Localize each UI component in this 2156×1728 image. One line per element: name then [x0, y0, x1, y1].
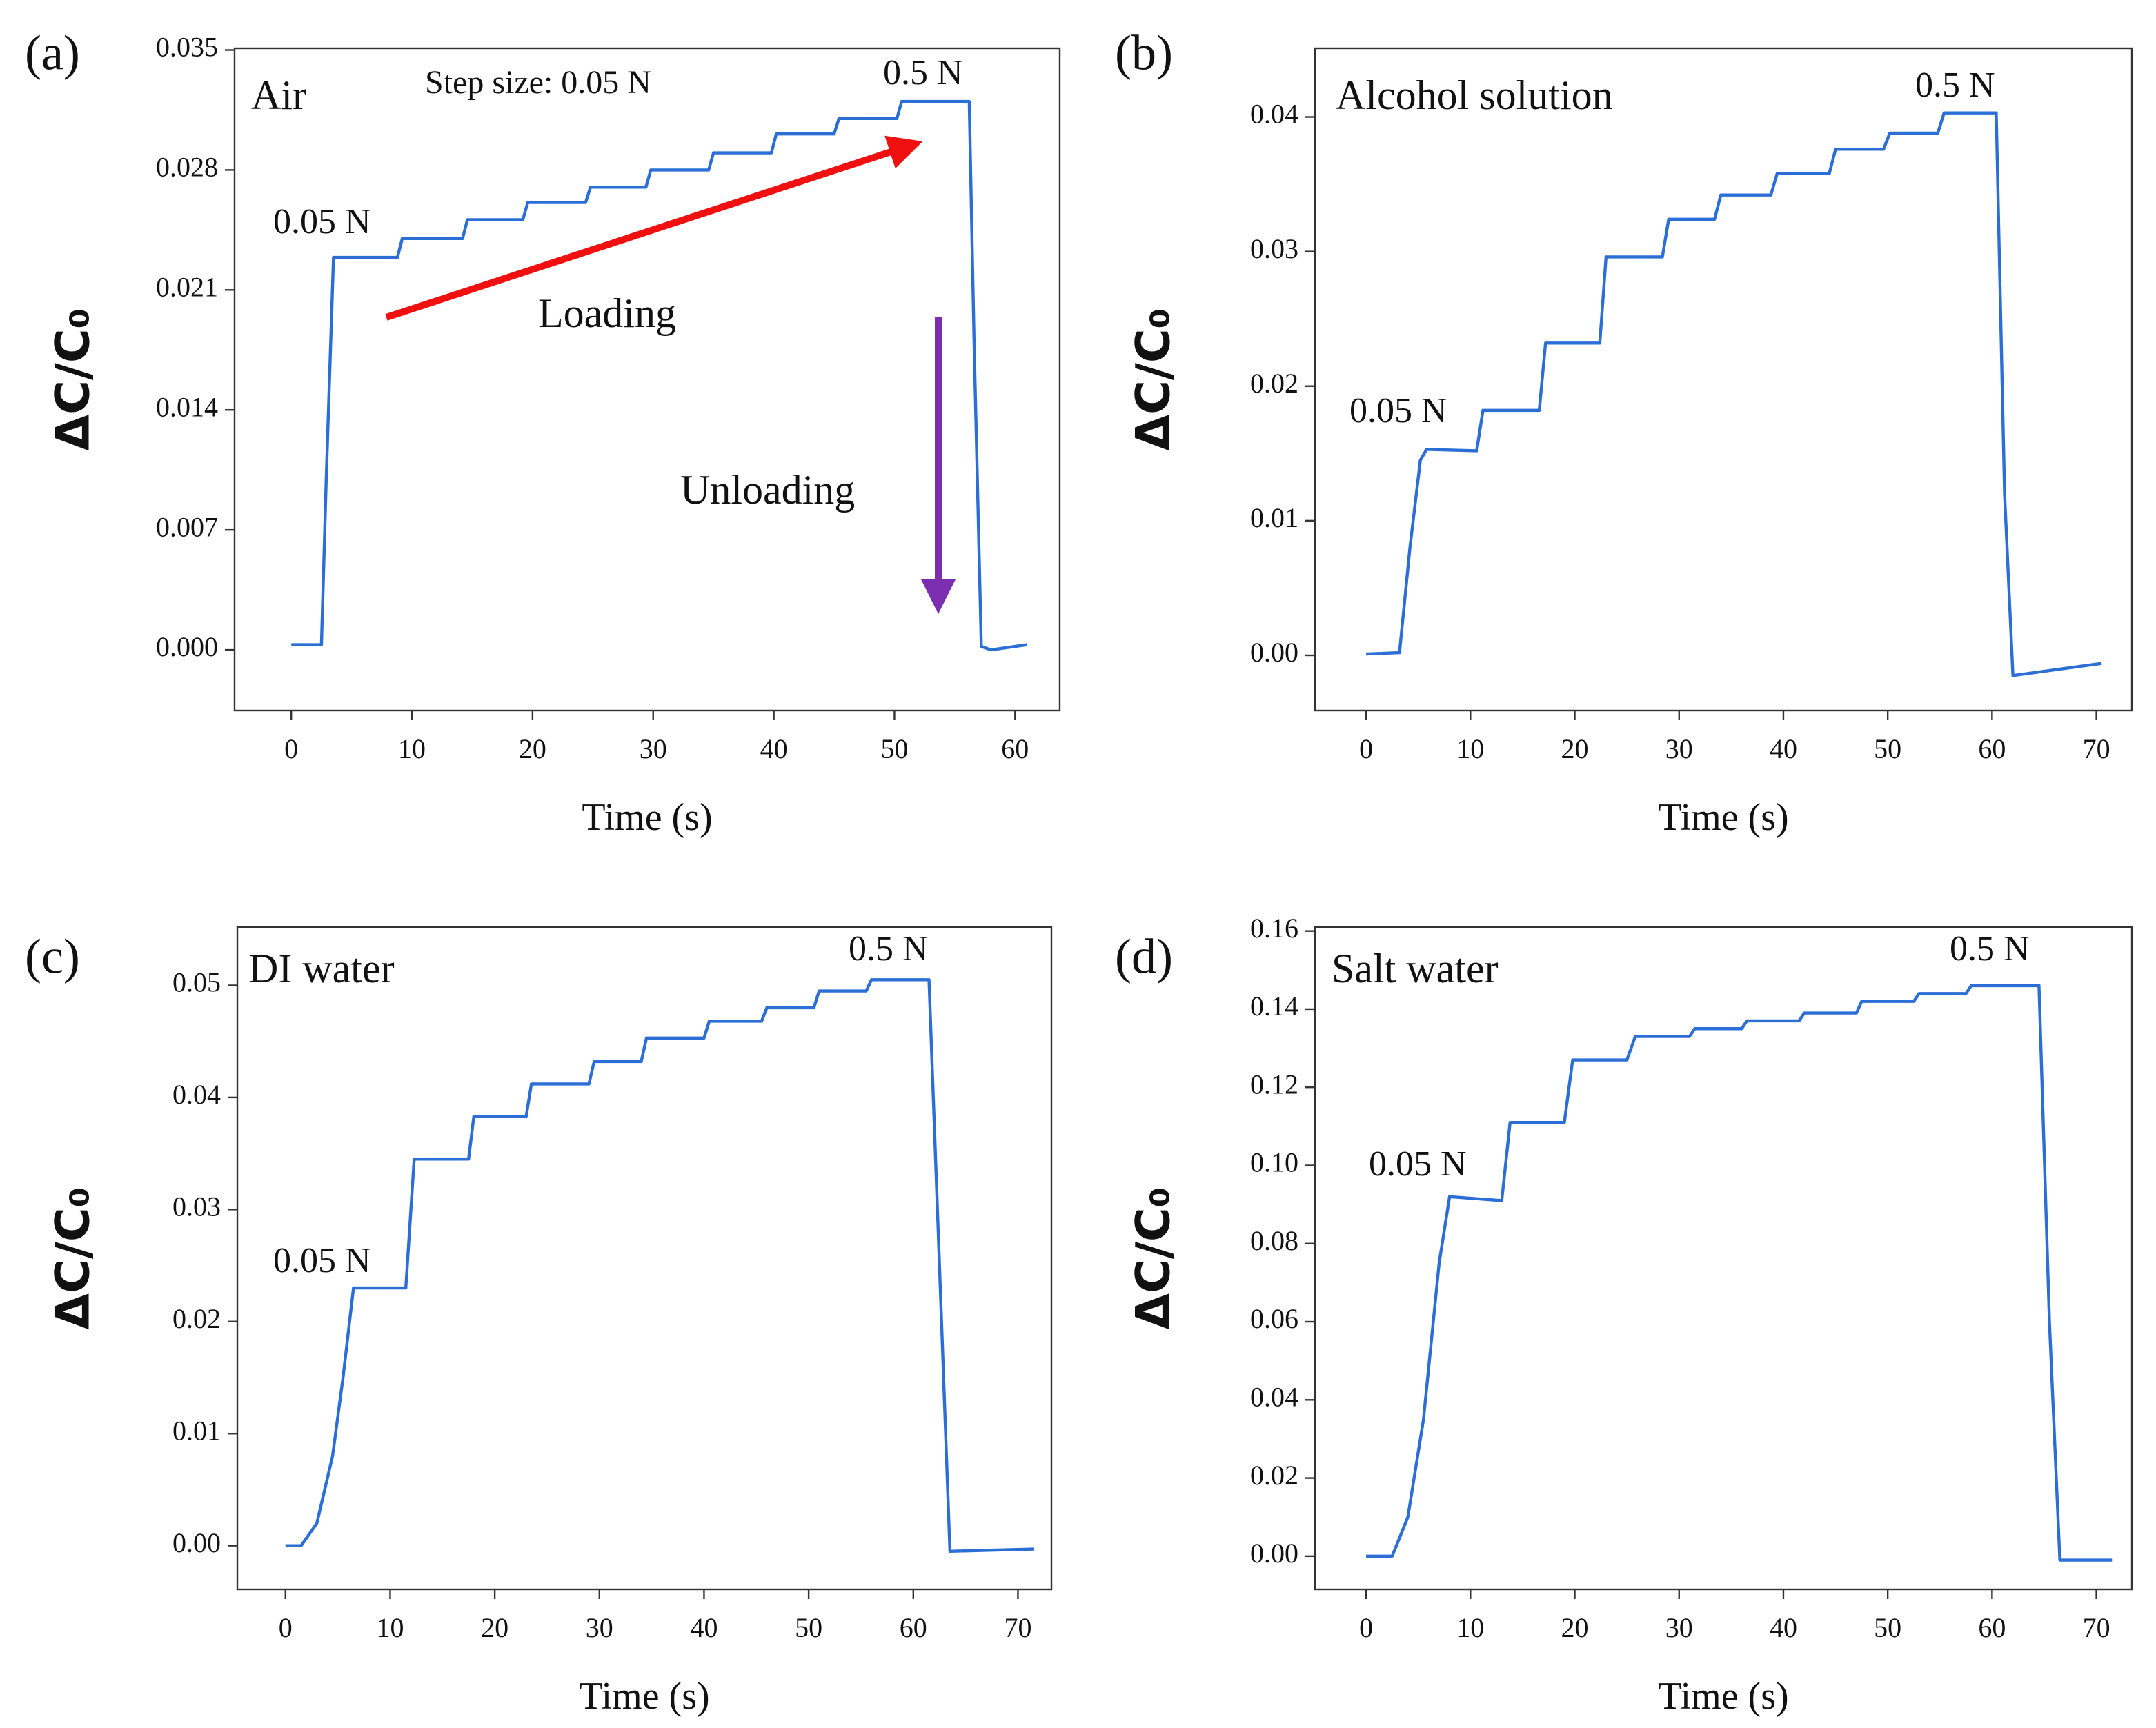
plot-frame: [233, 47, 1061, 712]
annotation: 0.05 N: [273, 1241, 371, 1280]
y-tick-label: 0.16: [1250, 913, 1298, 944]
y-tick-label: 0.04: [172, 1079, 221, 1110]
y-axis-label: ΔC/C₀: [46, 1186, 101, 1329]
annotation: 0.5 N: [1915, 66, 1995, 105]
y-tick-label: 0.035: [156, 32, 218, 63]
y-tick-label: 0.03: [1250, 233, 1298, 264]
x-tick-label: 0: [1359, 733, 1373, 764]
annotation: Step size: 0.05 N: [425, 64, 651, 101]
x-tick-label: 0: [1359, 1612, 1373, 1643]
x-tick-label: 50: [795, 1612, 822, 1643]
x-tick-label: 50: [880, 733, 908, 764]
y-tick-label: 0.10: [1250, 1147, 1298, 1178]
x-tick-label: 60: [1978, 733, 2006, 764]
y-tick-label: 0.014: [156, 391, 218, 422]
x-tick-label: 40: [1770, 1612, 1797, 1643]
panel-label: (c): [25, 929, 80, 984]
annotation: Unloading: [680, 467, 855, 513]
x-tick-label: 60: [1978, 1612, 2006, 1643]
y-tick-label: 0.00: [1250, 637, 1298, 668]
x-tick-label: 70: [2083, 733, 2110, 764]
x-tick-label: 70: [2083, 1612, 2110, 1643]
y-axis-label: ΔC/C₀: [1127, 1186, 1181, 1329]
x-axis-label: Time (s): [1658, 796, 1788, 839]
y-tick-label: 0.04: [1250, 1381, 1298, 1412]
x-tick-label: 30: [586, 1612, 613, 1643]
data-line: [291, 99, 1028, 652]
x-tick-label: 40: [760, 733, 788, 764]
annotation: 0.5 N: [1950, 929, 2030, 969]
y-tick-label: 0.02: [1250, 1460, 1298, 1491]
annotation: 0.5 N: [849, 929, 929, 969]
plot-frame: [1314, 926, 2133, 1591]
data-line: [1366, 111, 2102, 677]
y-tick-label: 0.12: [1250, 1069, 1298, 1100]
x-tick-label: 60: [900, 1612, 927, 1643]
y-tick-label: 0.06: [1250, 1303, 1298, 1334]
x-tick-label: 30: [1665, 1612, 1693, 1643]
x-tick-label: 70: [1004, 1612, 1031, 1643]
panel-label: (a): [25, 26, 80, 81]
x-tick-label: 30: [1665, 733, 1693, 764]
x-tick-label: 40: [690, 1612, 718, 1643]
y-tick-label: 0.00: [1250, 1538, 1298, 1569]
plot-frame: [1314, 47, 2133, 712]
x-tick-label: 50: [1874, 733, 1901, 764]
y-tick-label: 0.000: [156, 631, 218, 662]
x-tick-label: 20: [481, 1612, 508, 1643]
y-axis-label: ΔC/C₀: [1127, 308, 1181, 450]
y-tick-label: 0.03: [172, 1191, 221, 1222]
y-tick-label: 0.08: [1250, 1225, 1298, 1256]
x-tick-label: 20: [1561, 733, 1589, 764]
x-tick-label: 0: [284, 733, 298, 764]
x-tick-label: 40: [1770, 733, 1797, 764]
x-axis-label: Time (s): [579, 1675, 709, 1718]
data-line: [285, 978, 1034, 1553]
x-tick-label: 20: [519, 733, 546, 764]
data-line: [1366, 984, 2113, 1562]
plot-frame: [236, 926, 1053, 1591]
x-tick-label: 10: [1456, 1612, 1484, 1643]
y-tick-label: 0.02: [172, 1303, 221, 1334]
x-tick-label: 60: [1001, 733, 1029, 764]
panel-label: (b): [1115, 26, 1173, 81]
x-tick-label: 10: [376, 1612, 404, 1643]
x-tick-label: 0: [279, 1612, 293, 1643]
annotation: Loading: [538, 290, 676, 336]
y-tick-label: 0.01: [172, 1415, 221, 1446]
loading-arrow: [385, 135, 923, 321]
annotation: Air: [251, 72, 306, 118]
y-tick-label: 0.02: [1250, 368, 1298, 399]
x-axis-label: Time (s): [1658, 1675, 1788, 1718]
annotation: 0.05 N: [1369, 1144, 1467, 1184]
y-tick-label: 0.028: [156, 152, 218, 183]
y-tick-label: 0.00: [172, 1527, 221, 1558]
y-tick-label: 0.01: [1250, 502, 1298, 533]
y-tick-label: 0.021: [156, 271, 218, 302]
panel-label: (d): [1115, 929, 1173, 984]
annotation: Salt water: [1332, 946, 1499, 991]
x-tick-label: 10: [1456, 733, 1484, 764]
y-tick-label: 0.05: [172, 967, 221, 998]
annotation: 0.5 N: [883, 53, 963, 92]
x-tick-label: 10: [398, 733, 426, 764]
y-tick-label: 0.007: [156, 511, 218, 542]
annotation: 0.05 N: [273, 202, 371, 241]
x-axis-label: Time (s): [582, 796, 712, 839]
x-tick-label: 50: [1874, 1612, 1901, 1643]
x-tick-label: 30: [640, 733, 667, 764]
annotation: 0.05 N: [1349, 391, 1447, 430]
annotation: Alcohol solution: [1336, 72, 1613, 118]
y-tick-label: 0.14: [1250, 991, 1298, 1022]
annotation: DI water: [248, 946, 395, 991]
x-tick-label: 20: [1561, 1612, 1589, 1643]
y-axis-label: ΔC/C₀: [46, 308, 101, 450]
y-tick-label: 0.04: [1250, 99, 1298, 130]
